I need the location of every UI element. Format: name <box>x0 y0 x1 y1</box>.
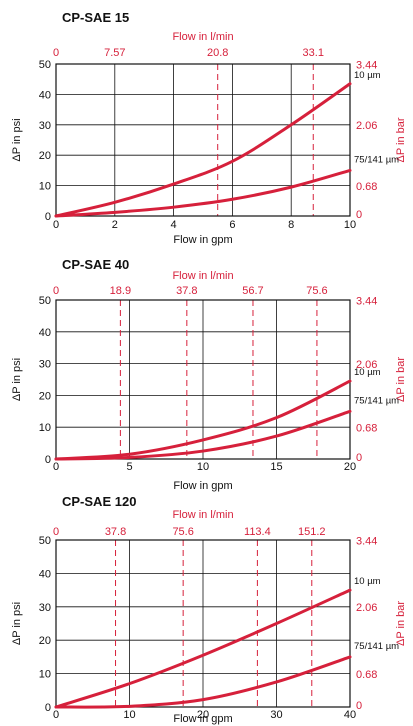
chart-3-y-tick-label: 40 <box>39 568 51 580</box>
chart-1-y-tick-label: 40 <box>39 89 51 101</box>
chart-3-y-axis-label: ΔP in psi <box>11 602 23 645</box>
chart-2-right-tick-label: 3.44 <box>356 295 377 307</box>
chart-3-series-coarse-line <box>54 655 352 709</box>
chart-3-title: CP-SAE 120 <box>62 494 136 509</box>
chart-1-x-tick-label: 2 <box>112 219 118 231</box>
chart-2-right-tick-label: 2.06 <box>356 359 377 371</box>
chart-2-y-tick-label: 30 <box>39 359 51 371</box>
chart-1-y-tick-label: 0 <box>45 211 51 223</box>
chart-2-right-tick-label: 0 <box>356 452 362 464</box>
chart-3-y-tick-label: 50 <box>39 535 51 547</box>
chart-1-y-tick-label: 10 <box>39 181 51 193</box>
chart-1-top-tick-label: 0 <box>53 47 59 59</box>
chart-2-top-tick-label: 56.7 <box>242 285 263 297</box>
chart-2-y-tick-label: 0 <box>45 454 51 466</box>
chart-2-x-tick-label: 0 <box>53 461 59 473</box>
chart-1-series-fine-line <box>54 82 352 218</box>
chart-3-top-axis-label: Flow in l/min <box>172 509 233 521</box>
chart-2-top-tick-label: 18.9 <box>110 285 131 297</box>
chart-3-right-tick-label: 2.06 <box>356 602 377 614</box>
chart-1-y-tick-label: 20 <box>39 150 51 162</box>
chart-1-right-tick-label: 2.06 <box>356 120 377 132</box>
chart-3-y-tick-label: 20 <box>39 635 51 647</box>
chart-2-y-tick-label: 20 <box>39 390 51 402</box>
chart-3-right-tick-label: 0.68 <box>356 669 377 681</box>
chart-1-y-tick-label: 30 <box>39 120 51 132</box>
chart-1-series-label: 75/141 µm <box>354 154 399 165</box>
chart-2-top-tick-label: 75.6 <box>306 285 327 297</box>
chart-2-series-label: 75/141 µm <box>354 395 399 406</box>
chart-3-x-tick-label: 10 <box>123 709 135 721</box>
chart-3-series-label: 10 µm <box>354 576 381 587</box>
chart-1-top-tick-label: 33.1 <box>303 47 324 59</box>
chart-1-x-tick-label: 10 <box>344 219 356 231</box>
chart-2-right-tick-label: 0.68 <box>356 423 377 435</box>
chart-2-top-axis-label: Flow in l/min <box>172 270 233 282</box>
chart-1-title: CP-SAE 15 <box>62 10 129 25</box>
chart-3-x-tick-label: 20 <box>197 709 209 721</box>
chart-2-y-tick-label: 50 <box>39 295 51 307</box>
chart-1-x-tick-label: 4 <box>171 219 177 231</box>
chart-1-series-label: 10 µm <box>354 70 381 81</box>
chart-2-y-tick-label: 10 <box>39 422 51 434</box>
chart-3-right-tick-label: 3.44 <box>356 535 377 547</box>
chart-3-y-tick-label: 30 <box>39 602 51 614</box>
chart-2-x-tick-label: 10 <box>197 461 209 473</box>
chart-1-frame <box>55 63 351 217</box>
chart-3-top-tick-label: 37.8 <box>105 526 126 538</box>
chart-3-x-tick-label: 40 <box>344 709 356 721</box>
chart-2-title: CP-SAE 40 <box>62 257 129 272</box>
chart-1-top-axis-label: Flow in l/min <box>172 31 233 43</box>
chart-3-x-tick-label: 30 <box>270 709 282 721</box>
chart-3-frame <box>55 539 351 708</box>
chart-3-right-axis-label: ΔP in bar <box>395 601 407 646</box>
chart-2-right-axis-label: ΔP in bar <box>395 357 407 402</box>
chart-1-right-tick-label: 3.44 <box>356 59 377 71</box>
chart-2-x-axis-label: Flow in gpm <box>173 480 232 492</box>
chart-1-top-tick-label: 20.8 <box>207 47 228 59</box>
chart-2-x-tick-label: 5 <box>126 461 132 473</box>
chart-3-series-fine-line <box>54 588 352 709</box>
chart-1-top-tick-label: 7.57 <box>104 47 125 59</box>
chart-3-y-tick-label: 10 <box>39 669 51 681</box>
chart-2-y-axis-label: ΔP in psi <box>11 358 23 401</box>
chart-3-top-tick-label: 113.4 <box>244 526 271 538</box>
chart-1-right-tick-label: 0 <box>356 209 362 221</box>
chart-3-x-tick-label: 0 <box>53 709 59 721</box>
chart-3-y-tick-label: 0 <box>45 702 51 714</box>
chart-3-right-tick-label: 0 <box>356 700 362 712</box>
chart-1-x-tick-label: 8 <box>288 219 294 231</box>
chart-2-top-tick-label: 0 <box>53 285 59 297</box>
chart-2-frame <box>55 299 351 460</box>
chart-1-right-axis-label: ΔP in bar <box>395 117 407 162</box>
chart-2-top-tick-label: 37.8 <box>176 285 197 297</box>
chart-2-series-coarse-line <box>54 409 352 461</box>
chart-3-series-label: 75/141 µm <box>354 641 399 652</box>
chart-1-x-axis-label: Flow in gpm <box>173 234 232 246</box>
chart-3-top-tick-label: 75.6 <box>172 526 193 538</box>
chart-3-top-tick-label: 151.2 <box>298 526 326 538</box>
chart-2-series-fine-line <box>54 379 352 461</box>
chart-1-right-tick-label: 0.68 <box>356 181 377 193</box>
chart-2-series-label: 10 µm <box>354 367 381 378</box>
chart-1-series-coarse-line <box>54 168 352 218</box>
chart-1-y-axis-label: ΔP in psi <box>11 118 23 161</box>
chart-3-top-tick-label: 0 <box>53 526 59 538</box>
chart-1-x-tick-label: 6 <box>229 219 235 231</box>
chart-1-y-tick-label: 50 <box>39 59 51 71</box>
chart-2-y-tick-label: 40 <box>39 327 51 339</box>
chart-2-x-tick-label: 15 <box>270 461 282 473</box>
chart-3-x-axis-label: Flow in gpm <box>173 713 232 725</box>
chart-2-x-tick-label: 20 <box>344 461 356 473</box>
chart-1-x-tick-label: 0 <box>53 219 59 231</box>
